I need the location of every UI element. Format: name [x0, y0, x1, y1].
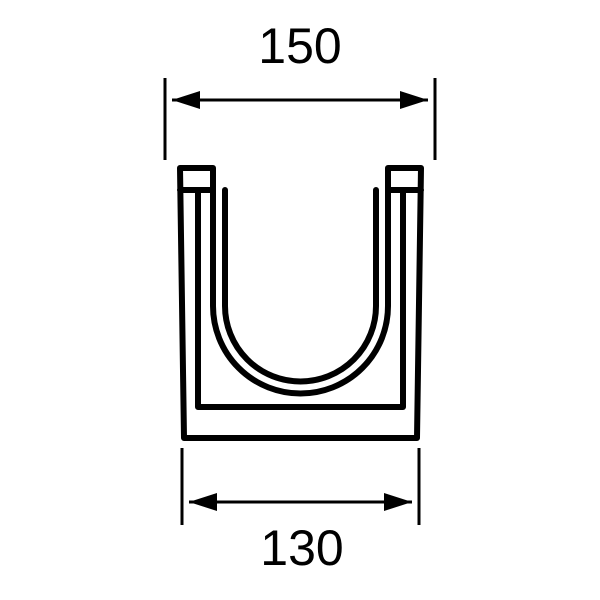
bottom-dim-arrow-left [189, 493, 217, 511]
bottom-dim-arrow-right [384, 493, 412, 511]
channel-section [180, 168, 421, 438]
bottom-dimension: 130 [182, 448, 419, 576]
channel-inner-outline [225, 190, 376, 382]
top-dim-arrow-right [400, 91, 428, 109]
bottom-dim-value: 130 [260, 520, 343, 576]
channel-outer-outline [180, 168, 421, 438]
top-dim-arrow-left [172, 91, 200, 109]
top-dimension: 150 [165, 18, 435, 160]
dimension-diagram: 150 130 [0, 0, 600, 600]
top-dim-value: 150 [258, 18, 341, 74]
